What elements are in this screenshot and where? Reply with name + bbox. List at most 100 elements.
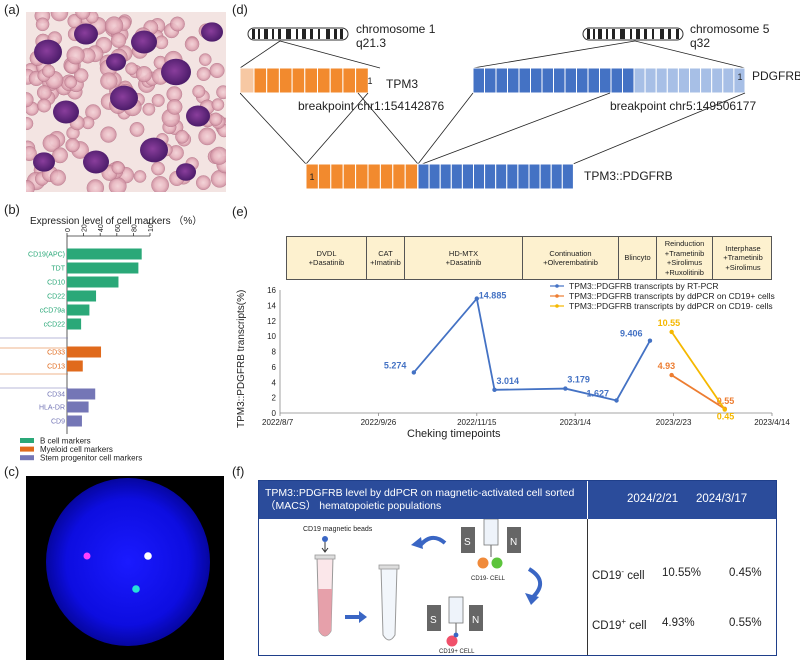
data-point	[614, 398, 619, 403]
blast-cell	[34, 39, 62, 65]
y-tick-label: 14	[267, 301, 276, 310]
exon	[266, 67, 280, 94]
red-blood-cell	[50, 12, 69, 22]
exon	[633, 67, 646, 94]
chromosome-band	[326, 29, 330, 39]
red-blood-cell	[49, 169, 66, 186]
y-tick-label: 16	[267, 286, 276, 295]
exon	[253, 67, 268, 94]
blood-smear-image	[26, 12, 226, 192]
row-cd19-negative-v1: 10.55%	[662, 567, 702, 579]
red-blood-cell	[65, 138, 80, 153]
exon	[507, 67, 520, 94]
table-header-title: TPM3::PDGFRB level by ddPCR on magnetic-…	[265, 487, 575, 512]
chromosome-band	[676, 29, 679, 39]
red-blood-cell	[100, 126, 117, 143]
marker-label: CD10	[47, 280, 65, 287]
blast-cell	[201, 22, 223, 42]
date-column-2: 2024/3/17	[696, 493, 748, 505]
breakpoint-chr1: breakpoint chr1:154142876	[298, 99, 444, 113]
exon	[379, 163, 394, 190]
chr5-band: q32	[690, 36, 710, 50]
x-tick-label: 20	[82, 224, 89, 232]
data-label: 3.014	[497, 376, 520, 386]
red-blood-cell	[211, 98, 225, 111]
blast-cell	[176, 163, 196, 181]
magnet-s	[427, 605, 441, 631]
x-tick-label: 2022/11/15	[457, 418, 497, 427]
fusion-label: TPM3::PDGFRB	[584, 169, 673, 183]
red-blood-cell	[52, 147, 68, 164]
blast-cell	[186, 105, 210, 127]
exon	[550, 163, 563, 190]
red-blood-cell	[142, 102, 156, 116]
blast-cell	[53, 100, 79, 124]
red-blood-cell	[86, 179, 105, 192]
x-tick-label: 0	[65, 228, 72, 232]
exon	[367, 163, 381, 190]
marker-bar	[67, 360, 83, 372]
red-blood-cell	[41, 64, 56, 78]
marker-bar	[67, 304, 90, 316]
exon	[304, 67, 319, 94]
red-blood-cell	[195, 175, 211, 191]
marker-label: cCD22	[44, 322, 66, 329]
data-point	[492, 387, 497, 393]
red-blood-cell	[35, 17, 50, 32]
marker-label: CD34	[47, 392, 65, 399]
exon	[495, 67, 508, 94]
red-blood-cell	[26, 116, 34, 131]
svg-text:N: N	[510, 537, 517, 548]
series-line	[413, 296, 651, 402]
blast-cell	[140, 137, 168, 163]
exon	[530, 67, 543, 94]
cd19-plus-cell-label: CD19+ CELL	[439, 649, 475, 655]
panel-label-b: (b)	[4, 202, 20, 217]
x-tick-label: 2022/8/7	[262, 418, 294, 427]
chr5-label: chromosome 5	[690, 22, 770, 36]
nucleus	[46, 478, 210, 646]
data-point	[669, 372, 674, 378]
exon	[561, 163, 574, 190]
marker-label: cCD79a	[40, 308, 65, 315]
cell-orange	[477, 557, 489, 569]
x-tick-label: 2023/1/4	[560, 418, 592, 427]
data-point	[411, 370, 417, 375]
exon	[329, 67, 344, 94]
exon	[733, 67, 746, 94]
red-blood-cell	[75, 12, 91, 20]
chromosome-band	[652, 29, 654, 39]
red-blood-cell	[111, 161, 125, 175]
data-point	[474, 296, 479, 301]
marker-bar-chart: 0 20 40 60 80 100 CD19(APC) TDT CD10 CD22 cCD79a c…	[0, 222, 155, 462]
data-point	[647, 338, 653, 343]
marker-bar	[67, 262, 139, 274]
exon	[404, 163, 419, 190]
exon	[472, 67, 485, 94]
exon	[506, 163, 519, 190]
curved-arrow-icon	[527, 567, 542, 599]
marker-bar	[67, 415, 82, 427]
red-blood-cell	[37, 98, 52, 113]
marker-label: CD13	[47, 364, 65, 371]
exon-number: 1	[737, 72, 742, 82]
legend-swatch	[20, 438, 34, 443]
marker-bar	[67, 248, 142, 260]
arrow-right-icon	[345, 611, 367, 623]
transcript-line-chart: 0 2 4 6 8 10 12 14 16 2022/8/7 2022/9/26 2022/11/15…	[236, 281, 790, 440]
blast-cell	[83, 150, 109, 174]
red-blood-cell	[210, 146, 226, 165]
cd19-minus-cell-label: CD19- CELL	[471, 576, 506, 582]
fish-image	[26, 476, 224, 660]
chromosome-band	[258, 29, 260, 39]
row-cd19-positive-v1: 4.93%	[662, 617, 695, 629]
exon	[317, 163, 332, 190]
chromosome-band	[644, 29, 647, 39]
x-tick-label: 60	[115, 224, 122, 232]
curved-arrow-icon	[417, 535, 447, 549]
exon	[553, 67, 566, 94]
svg-text:S: S	[464, 537, 471, 548]
exon	[677, 67, 690, 94]
red-blood-cell	[196, 67, 211, 82]
legend-label: Myeloid cell markers	[40, 445, 113, 454]
